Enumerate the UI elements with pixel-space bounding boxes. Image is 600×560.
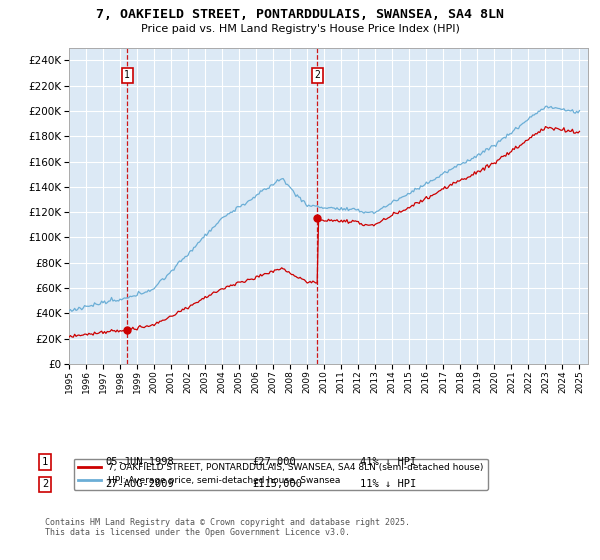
Text: 27-AUG-2009: 27-AUG-2009 [105, 479, 174, 489]
Text: £115,000: £115,000 [252, 479, 302, 489]
Text: 11% ↓ HPI: 11% ↓ HPI [360, 479, 416, 489]
Text: 2: 2 [42, 479, 48, 489]
Text: 2: 2 [314, 71, 320, 81]
Legend: 7, OAKFIELD STREET, PONTARDDULAIS, SWANSEA, SA4 8LN (semi-detached house), HPI: : 7, OAKFIELD STREET, PONTARDDULAIS, SWANS… [74, 459, 488, 489]
Text: 7, OAKFIELD STREET, PONTARDDULAIS, SWANSEA, SA4 8LN: 7, OAKFIELD STREET, PONTARDDULAIS, SWANS… [96, 8, 504, 21]
Text: 1: 1 [42, 457, 48, 467]
Text: Contains HM Land Registry data © Crown copyright and database right 2025.
This d: Contains HM Land Registry data © Crown c… [45, 518, 410, 538]
Text: Price paid vs. HM Land Registry's House Price Index (HPI): Price paid vs. HM Land Registry's House … [140, 24, 460, 34]
Text: £27,000: £27,000 [252, 457, 296, 467]
Text: 1: 1 [124, 71, 130, 81]
Text: 05-JUN-1998: 05-JUN-1998 [105, 457, 174, 467]
Text: 41% ↓ HPI: 41% ↓ HPI [360, 457, 416, 467]
